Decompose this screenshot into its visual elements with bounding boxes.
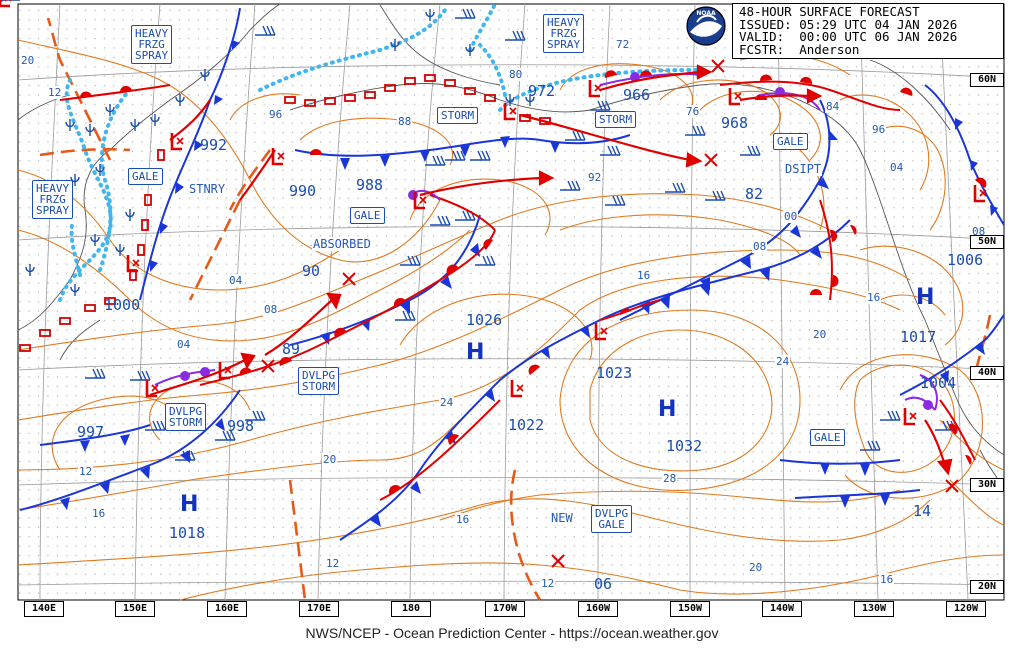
pressure-label: 1032 — [666, 437, 703, 455]
isobar-label: 04 — [176, 338, 192, 351]
pressure-label: 82 — [745, 185, 764, 203]
pressure-label: 89 — [282, 340, 301, 358]
isobar-label: 12 — [47, 86, 63, 99]
pressure-label: 1006 — [947, 251, 984, 269]
isobar-label: 08 — [752, 240, 768, 253]
pressure-label: 972 — [528, 82, 556, 100]
longitude-label: 150E — [115, 601, 155, 617]
forecast-header: 48-HOUR SURFACE FORECAST ISSUED: 05:29 U… — [732, 3, 1004, 59]
pressure-label: 1022 — [508, 416, 545, 434]
high-pressure-center: H — [658, 397, 677, 422]
isobar-label: 76 — [685, 105, 701, 118]
storm-warning-box: STORM — [437, 107, 479, 124]
isobar-label: 20 — [322, 453, 338, 466]
longitude-label: 120W — [946, 601, 986, 617]
isobar-label: 92 — [587, 171, 603, 184]
pressure-label: 992 — [200, 136, 228, 154]
longitude-label: 130W — [854, 601, 894, 617]
heavy-freezing-spray-box: HEAVY FRZG SPRAY — [131, 25, 173, 64]
isobar-label: 96 — [871, 123, 887, 136]
high-pressure-center: H — [180, 492, 199, 517]
isobar-label: 20 — [812, 328, 828, 341]
noaa-logo-text: NOAA — [696, 10, 716, 17]
pressure-label: 1023 — [596, 364, 633, 382]
header-valid: VALID: 00:00 UTC 06 JAN 2026 — [739, 29, 958, 44]
gale-warning-box: GALE — [350, 207, 385, 224]
isobar-label: 00 — [783, 210, 799, 223]
heavy-freezing-spray-box: HEAVY FRZG SPRAY — [32, 180, 74, 219]
pressure-label: 988 — [356, 176, 384, 194]
gale-warning-box: GALE — [773, 133, 808, 150]
header-issued: ISSUED: 05:29 UTC 04 JAN 2026 — [739, 16, 958, 32]
footer-credit: NWS/NCEP - Ocean Prediction Center - htt… — [305, 625, 719, 641]
isobar-label: 20 — [20, 54, 36, 67]
isobar-label: 24 — [439, 396, 455, 409]
heavy-freezing-spray-box: HEAVY FRZG SPRAY — [543, 14, 585, 53]
pressure-label: 1004 — [920, 374, 957, 392]
pressure-label: 966 — [623, 86, 651, 104]
pressure-label: 968 — [721, 114, 749, 132]
isobar-label: 72 — [615, 38, 631, 51]
dissipating-label: DSIPT — [784, 162, 823, 176]
high-pressure-center: H — [466, 340, 485, 365]
longitude-label: 180 — [391, 601, 431, 617]
pressure-label: 1026 — [466, 311, 503, 329]
latitude-label: 50N — [970, 235, 1004, 249]
pressure-label: 1017 — [900, 328, 937, 346]
longitude-label: 170W — [485, 601, 525, 617]
longitude-label: 170E — [299, 601, 339, 617]
isobar-label: 08 — [263, 303, 279, 316]
pressure-label: 998 — [227, 417, 255, 435]
isobar-label: 28 — [662, 472, 678, 485]
developing-storm-box: DVLPG STORM — [298, 367, 340, 395]
latitude-label: 60N — [970, 73, 1004, 87]
pressure-label: 1018 — [169, 524, 206, 542]
pressure-label: 1000 — [104, 296, 141, 314]
isobar-label: 88 — [397, 115, 413, 128]
developing-storm-box: DVLPG STORM — [165, 403, 207, 431]
isobar-label: 12 — [78, 465, 94, 478]
pressure-label: 06 — [594, 575, 613, 593]
header-title: 48-HOUR SURFACE FORECAST — [739, 4, 920, 19]
isobar-label: 80 — [508, 68, 524, 81]
latitude-label: 40N — [970, 366, 1004, 380]
longitude-label: 160W — [578, 601, 618, 617]
new-label: NEW — [550, 511, 574, 525]
high-pressure-center: H — [916, 285, 935, 310]
isobar-label: 20 — [748, 561, 764, 574]
pressure-label: 997 — [77, 423, 105, 441]
isobar-label: 04 — [228, 274, 244, 287]
isobar-label: 16 — [91, 507, 107, 520]
noaa-logo-icon — [686, 6, 726, 46]
gale-warning-box: GALE — [128, 168, 163, 185]
isobar-label: 16 — [455, 513, 471, 526]
latitude-label: 30N — [970, 478, 1004, 492]
pressure-label: 90 — [302, 262, 321, 280]
pressure-label: 14 — [913, 502, 932, 520]
absorbed-label: ABSORBED — [312, 237, 372, 251]
isobar-label: 16 — [879, 573, 895, 586]
isobar-label: 24 — [775, 355, 791, 368]
longitude-label: 160E — [207, 601, 247, 617]
isobar-label: 12 — [540, 577, 556, 590]
isobar-label: 12 — [325, 557, 341, 570]
isobar-label: 84 — [825, 100, 841, 113]
developing-gale-box: DVLPG GALE — [591, 505, 633, 533]
isobar-label: 04 — [889, 161, 905, 174]
latitude-label: 20N — [970, 580, 1004, 594]
longitude-label: 150W — [670, 601, 710, 617]
longitude-label: 140W — [762, 601, 802, 617]
header-forecaster: FCSTR: Anderson — [739, 41, 860, 57]
gale-warning-box: GALE — [810, 429, 845, 446]
isobar-label: 08 — [971, 225, 987, 238]
isobar-label: 16 — [866, 291, 882, 304]
isobar-label: 16 — [636, 269, 652, 282]
isobar-label: 96 — [268, 108, 284, 121]
stationary-label: STNRY — [188, 182, 227, 196]
longitude-label: 140E — [24, 601, 64, 617]
pressure-label: 990 — [289, 182, 317, 200]
storm-warning-box: STORM — [595, 111, 637, 128]
